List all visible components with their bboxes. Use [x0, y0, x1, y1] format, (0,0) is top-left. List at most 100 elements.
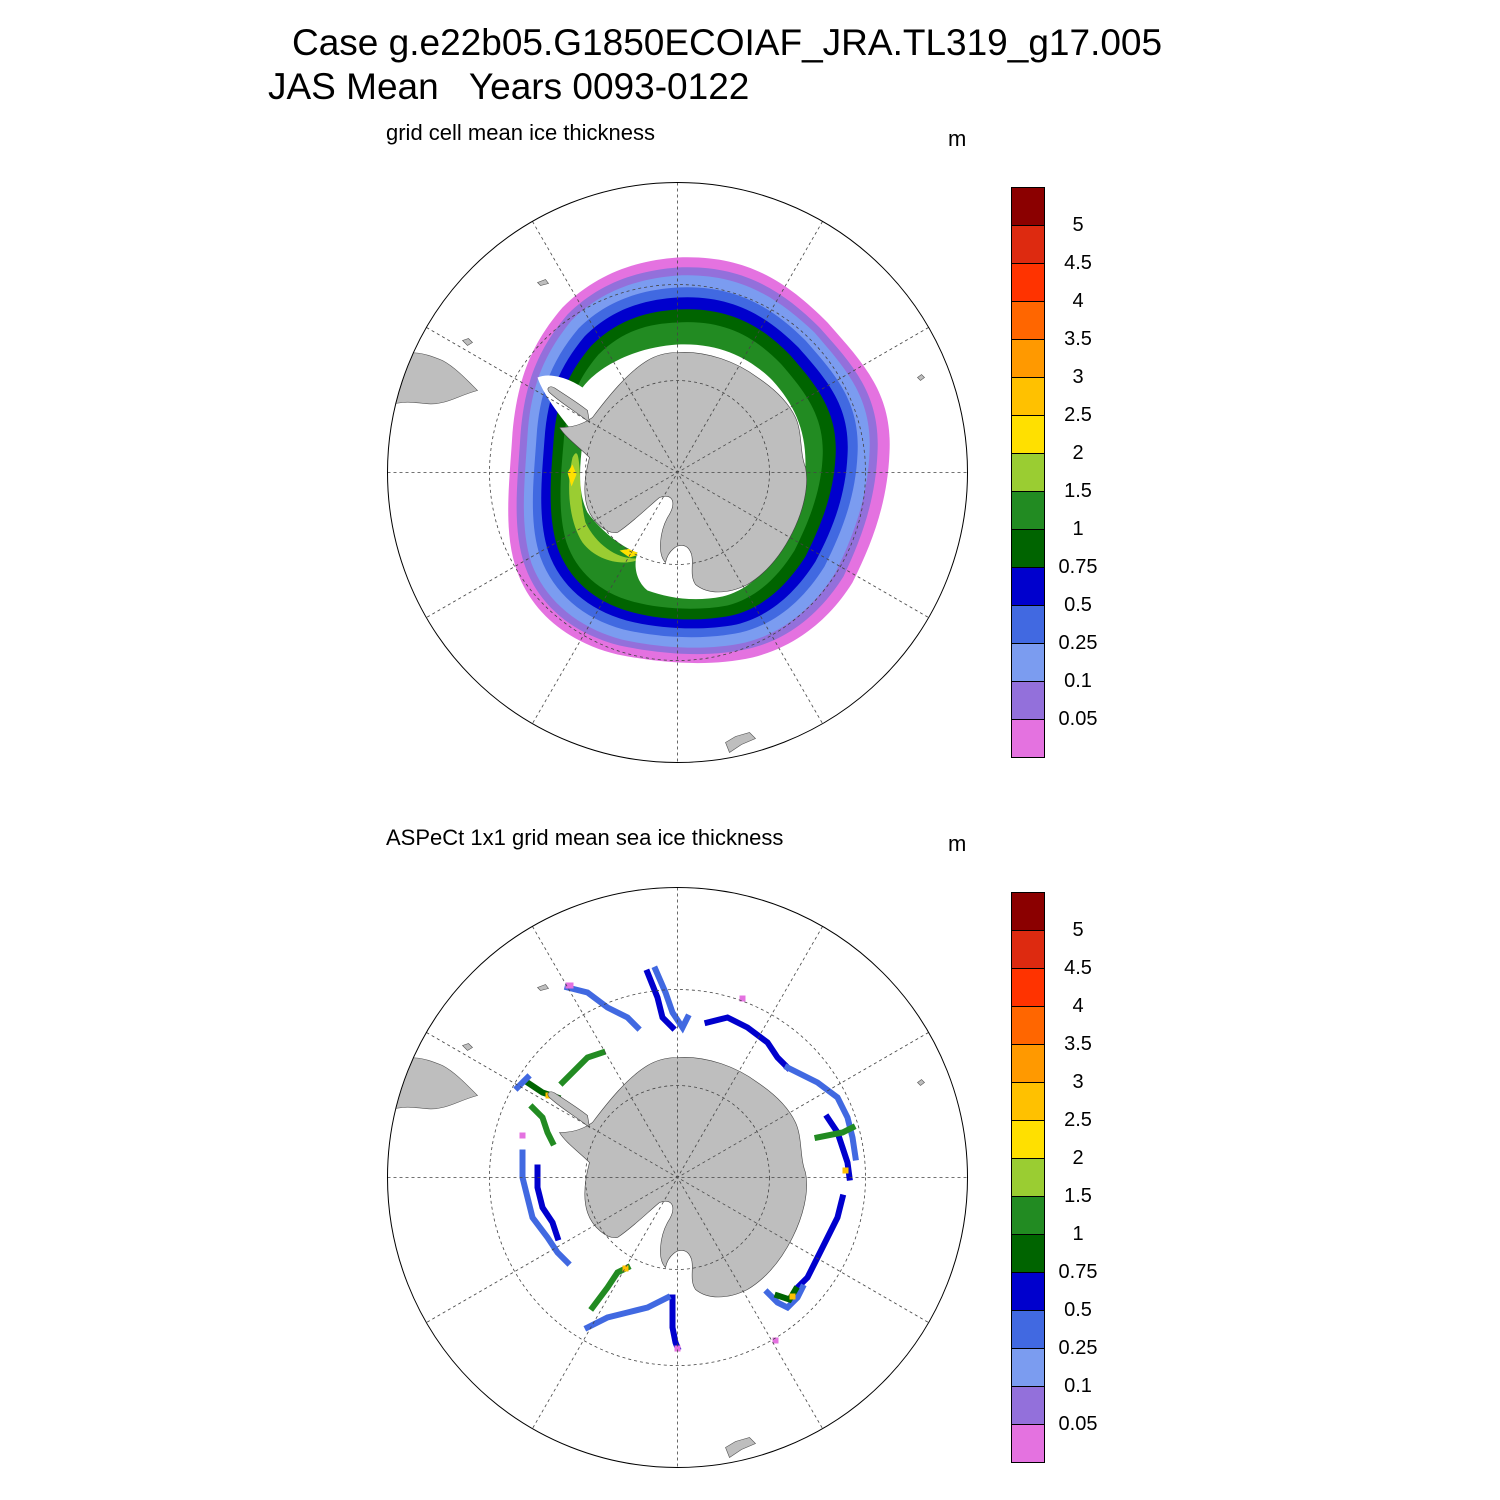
panel-1-title: grid cell mean ice thickness [386, 120, 656, 145]
colorbar-tick-label: 0.75 [1058, 1261, 1098, 1283]
colorbar-tick-label: 2.5 [1064, 404, 1092, 426]
colorbar-tick-label: 4 [1072, 290, 1084, 312]
colorbar-tick-label: 0.5 [1064, 1299, 1092, 1321]
ice-band-2-weddell [569, 453, 643, 563]
colorbar-segment [1011, 1348, 1045, 1387]
colorbar-tick-label: 1.5 [1064, 1185, 1092, 1207]
colorbar-tick-label: 0.25 [1058, 1337, 1098, 1359]
map-boundary [387, 182, 968, 763]
colorbar-segment [1011, 643, 1045, 682]
track-9 [763, 1283, 807, 1312]
colorbar-segment [1011, 1310, 1045, 1349]
colorbar-segment [1011, 491, 1045, 530]
colorbar-tick-label: 2.5 [1064, 1109, 1092, 1131]
ship-track-thin [519, 982, 779, 1352]
colorbar-segment [1011, 225, 1045, 264]
colorbar-segment [1011, 1044, 1045, 1083]
track-12 [583, 1293, 672, 1332]
colorbar-tick-label: 1.5 [1064, 480, 1092, 502]
colorbar-segment [1011, 968, 1045, 1007]
obs-cell-thin-3 [674, 1345, 681, 1352]
kerguelen-island [917, 374, 925, 381]
panel-1-units: m [948, 126, 967, 151]
colorbar-tick-label: 5 [1072, 919, 1084, 941]
colorbar-tick-label: 0.5 [1064, 594, 1092, 616]
colorbar-segment [1011, 1272, 1045, 1311]
colorbar-segment [1011, 1234, 1045, 1273]
colorbar-segment [1011, 681, 1045, 720]
colorbar-tick-label: 0.05 [1058, 708, 1098, 730]
main-title: Case g.e22b05.G1850ECOIAF_JRA.TL319_g17.… [292, 22, 1163, 63]
antarctic-peninsula [547, 1091, 590, 1129]
colorbar-segment [1011, 1386, 1045, 1425]
colorbar-segment [1011, 605, 1045, 644]
new-zealand-island [725, 1437, 757, 1458]
south-america-landmass [387, 1057, 479, 1110]
obs-cell-thin-5 [772, 1337, 779, 1344]
panel-2-units: m [948, 831, 967, 856]
falklands-island [461, 1043, 473, 1051]
colorbar-tick-label: 4 [1072, 995, 1084, 1017]
obs-cell-thick-3 [622, 1265, 629, 1272]
colorbar-tick-label: 0.1 [1064, 1375, 1092, 1397]
colorbar-tick-label: 1 [1072, 1223, 1084, 1245]
colorbar-segment [1011, 1120, 1045, 1159]
colorbar-segment [1011, 930, 1045, 969]
obs-cell-thick-2 [789, 1293, 796, 1300]
ice-band-2.5-peninsula [567, 464, 577, 487]
colorbar-tick-label: 5 [1072, 214, 1084, 236]
new-zealand-island [725, 732, 757, 753]
colorbar-tick-label: 0.1 [1064, 670, 1092, 692]
colorbar-tick-label: 4.5 [1064, 252, 1092, 274]
obs-cell-thin-1 [565, 982, 574, 989]
colorbar-segment [1011, 453, 1045, 492]
track-5 [783, 1063, 859, 1161]
track-18 [558, 1048, 607, 1087]
aspect-ice-thickness-map [387, 887, 968, 1468]
obs-cell-thin-4 [519, 1132, 526, 1139]
colorbar-segment [1011, 187, 1045, 226]
track-13 [588, 1263, 632, 1312]
south-georgia-island [536, 984, 550, 991]
south-america-landmass [387, 352, 479, 405]
colorbar-tick-label: 1 [1072, 518, 1084, 540]
track-7 [813, 1123, 857, 1142]
colorbar-segment [1011, 1006, 1045, 1045]
falklands-island [461, 338, 473, 346]
model-ice-thickness-map [387, 182, 968, 763]
colorbar-segment [1011, 567, 1045, 606]
track-11 [669, 1294, 682, 1352]
colorbar-segment [1011, 415, 1045, 454]
colorbar-tick-label: 3 [1072, 1071, 1084, 1093]
main-subtitle: JAS Mean Years 0093-0122 [268, 66, 750, 107]
colorbar-segment [1011, 301, 1045, 340]
map-boundary [387, 887, 968, 1468]
graticule [387, 182, 968, 763]
track-2 [643, 968, 677, 1032]
colorbar-tick-label: 3.5 [1064, 1033, 1092, 1055]
colorbar-segment [1011, 339, 1045, 378]
colorbar-segment [1011, 1424, 1045, 1463]
track-4 [703, 1014, 792, 1072]
obs-cell-thick-4 [842, 1167, 849, 1174]
colorbar-tick-label: 0.05 [1058, 1413, 1098, 1435]
colorbar-tick-label: 3 [1072, 366, 1084, 388]
south-georgia-island [536, 279, 550, 286]
track-1 [563, 983, 642, 1032]
track-8 [793, 1193, 847, 1292]
colorbar-segment [1011, 263, 1045, 302]
colorbar-tick-label: 0.25 [1058, 632, 1098, 654]
graticule [387, 887, 968, 1468]
colorbar-tick-label: 3.5 [1064, 328, 1092, 350]
obs-cell-thin-2 [739, 995, 746, 1002]
colorbar-tick-label: 0.75 [1058, 556, 1098, 578]
colorbar-tick-label: 4.5 [1064, 957, 1092, 979]
colorbar-tick-label: 2 [1072, 442, 1084, 464]
panel-2-title: ASPeCt 1x1 grid mean sea ice thickness [386, 825, 784, 850]
colorbar-panel-1 [1011, 187, 1045, 758]
colorbar-segment [1011, 1158, 1045, 1197]
colorbar-segment [1011, 719, 1045, 758]
colorbar-panel-2 [1011, 892, 1045, 1463]
track-16 [528, 1103, 557, 1147]
colorbar-segment [1011, 529, 1045, 568]
